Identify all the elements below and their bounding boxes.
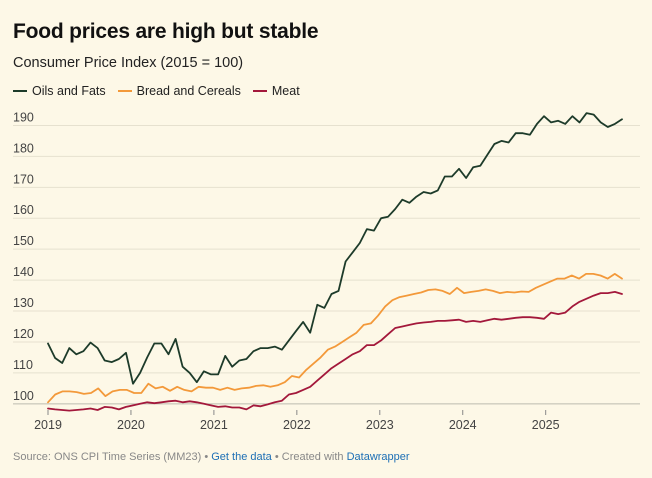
y-tick-label-160: 160 — [13, 203, 34, 217]
y-tick-label-100: 100 — [13, 389, 34, 403]
x-tick-label-2019: 2019 — [34, 418, 62, 432]
x-tick-label-2025: 2025 — [532, 418, 560, 432]
legend-item-meat: Meat — [252, 84, 300, 98]
y-tick-label-110: 110 — [13, 358, 33, 372]
chart-subtitle: Consumer Price Index (2015 = 100) — [13, 55, 244, 71]
datawrapper-link[interactable]: Datawrapper — [346, 451, 410, 463]
footer-separator: • — [201, 451, 212, 463]
legend-item-bread-and-cereals: Bread and Cereals — [117, 84, 241, 98]
x-tick-label-2020: 2020 — [117, 418, 145, 432]
legend-swatch-oils-and-fats — [13, 90, 27, 92]
y-tick-label-190: 190 — [13, 110, 34, 124]
y-tick-label-180: 180 — [13, 141, 34, 155]
y-tick-label-120: 120 — [13, 327, 34, 341]
legend-item-oils-and-fats: Oils and Fats — [13, 84, 106, 98]
series-line-bread-and-cereals — [47, 272, 623, 404]
x-tick-label-2022: 2022 — [283, 418, 311, 432]
legend-swatch-bread-and-cereals — [117, 90, 132, 92]
y-tick-label-140: 140 — [13, 265, 34, 279]
y-tick-label-150: 150 — [13, 234, 34, 248]
x-tick-label-2023: 2023 — [366, 418, 394, 432]
series-line-meat — [47, 290, 623, 412]
y-tick-label-130: 130 — [13, 296, 34, 310]
chart-title: Food prices are high but stable — [13, 20, 319, 43]
legend-swatch-meat — [252, 90, 267, 92]
source-note: Source: ONS CPI Time Series (MM23) — [13, 451, 202, 463]
x-tick-label-2024: 2024 — [449, 418, 477, 432]
chart-legend: Oils and Fats Bread and Cereals Meat — [13, 84, 312, 98]
series-line-oils-and-fats — [47, 112, 623, 385]
legend-label-meat: Meat — [271, 84, 300, 98]
y-tick-label-170: 170 — [13, 172, 34, 186]
legend-label-bread-and-cereals: Bread and Cereals — [136, 84, 241, 98]
x-tick-label-2021: 2021 — [200, 418, 228, 432]
created-with-text: • Created with — [271, 451, 347, 463]
get-data-link[interactable]: Get the data — [211, 451, 272, 463]
chart-footer: Source: ONS CPI Time Series (MM23) • Get… — [13, 451, 410, 463]
legend-label-oils-and-fats: Oils and Fats — [32, 84, 106, 98]
